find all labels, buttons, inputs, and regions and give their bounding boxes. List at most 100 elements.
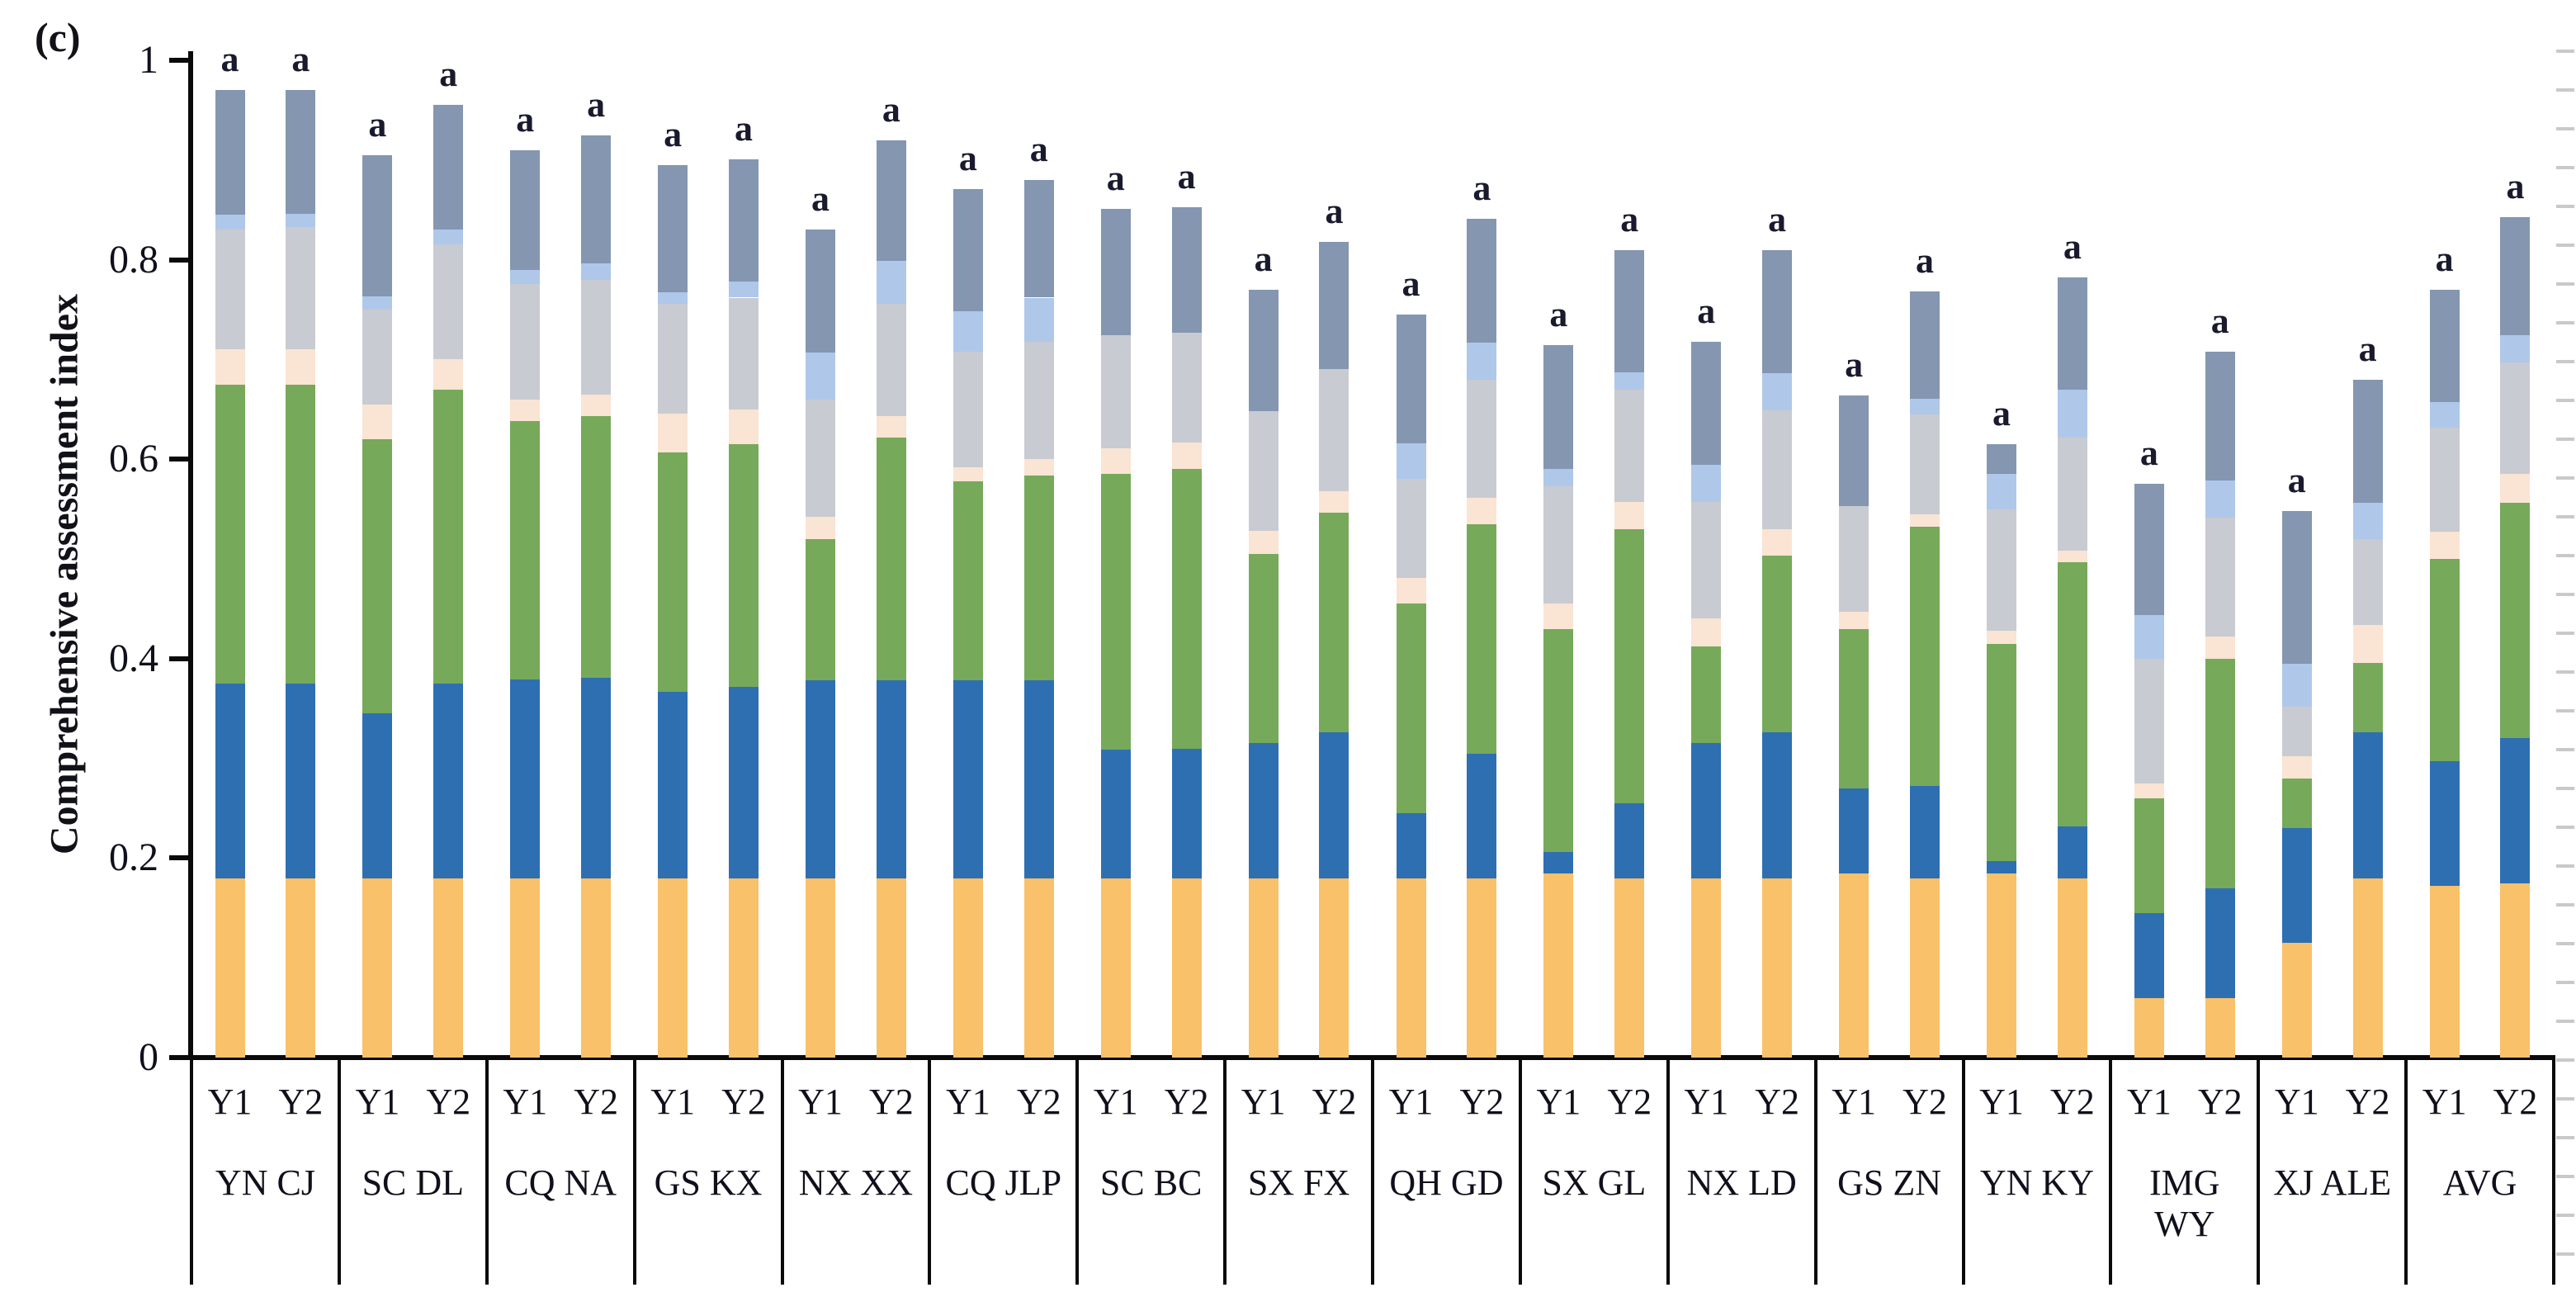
bar-segment-peach	[1691, 618, 1722, 647]
bar-segment-gray	[1100, 335, 1131, 448]
bar-segment-gray	[952, 351, 983, 467]
bar-segment-orange	[1614, 878, 1645, 1058]
bar-segment-peach	[362, 404, 393, 440]
bar-segment-orange	[2500, 883, 2531, 1058]
bar-segment-gray	[2205, 518, 2235, 637]
bar-sublabel: Y2	[574, 1082, 618, 1122]
y-tick-label: 1	[139, 38, 158, 82]
y-tick-label: 0.8	[109, 237, 158, 282]
bar-segment-slate-blue	[1909, 291, 1940, 399]
right-edge-tick	[2556, 476, 2574, 480]
bar-sublabel: Y2	[1607, 1082, 1652, 1122]
bar-annotation: a	[2063, 226, 2082, 267]
bar-segment-slate-blue	[215, 90, 245, 215]
group-label: GS ZN	[1837, 1162, 1942, 1203]
group-label: CQ JLP	[945, 1162, 1062, 1203]
bar-sublabel: Y2	[1755, 1082, 1799, 1122]
bar-segment-gray	[1909, 414, 1940, 514]
bar-segment-orange	[1248, 878, 1279, 1058]
bar-segment-light-blue	[286, 214, 316, 227]
group-divider	[1371, 1055, 1374, 1285]
bar-segment-orange	[2134, 997, 2164, 1058]
bar-sublabel: Y1	[207, 1082, 253, 1122]
bar-sublabel: Y1	[1093, 1082, 1138, 1122]
bar-segment-light-blue	[1614, 372, 1645, 390]
y-axis-line	[188, 51, 193, 1058]
bar-annotation: a	[587, 83, 606, 125]
bar-segment-green	[2500, 503, 2531, 739]
bar-segment-light-blue	[1023, 297, 1054, 342]
bar-segment-peach	[1987, 630, 2016, 644]
right-edge-tick	[2556, 399, 2574, 402]
bar-segment-light-blue	[1762, 373, 1793, 410]
bar-segment-orange	[215, 878, 245, 1058]
bar-segment-light-blue	[952, 311, 983, 352]
y-tick	[169, 855, 191, 861]
right-edge-tick	[2556, 709, 2574, 712]
right-edge-tick	[2556, 205, 2574, 208]
right-edge-tick	[2556, 787, 2574, 790]
bar-segment-slate-blue	[876, 140, 906, 261]
bar-segment-orange	[1396, 878, 1426, 1058]
bar-segment-peach	[2134, 783, 2164, 798]
y-tick-label: 0.2	[109, 835, 158, 880]
bar-segment-gray	[658, 303, 688, 414]
bar-segment-light-blue	[2205, 480, 2235, 518]
bar-segment-peach	[433, 359, 464, 390]
bar-segment-orange	[1467, 878, 1497, 1058]
bar-segment-gray	[1839, 505, 1869, 613]
bar-sublabel: Y1	[650, 1082, 696, 1122]
bar-annotation: a	[2287, 460, 2306, 501]
right-edge-tick	[2556, 88, 2574, 92]
bar-annotation: a	[291, 39, 310, 80]
bar-segment-orange	[1543, 873, 1574, 1058]
bar-annotation: a	[1915, 240, 1934, 282]
bar-segment-slate-blue	[658, 164, 688, 293]
bar-segment-slate-blue	[2057, 277, 2087, 390]
group-label: SX GL	[1542, 1162, 1647, 1203]
bar-sublabel: Y2	[721, 1082, 766, 1122]
bar-segment-green	[433, 389, 464, 684]
bar-sublabel: Y2	[1164, 1082, 1209, 1122]
bar-segment-gray	[2281, 706, 2312, 757]
bar-segment-green	[215, 384, 245, 684]
bar-segment-peach	[2057, 551, 2087, 562]
bar-segment-blue	[1100, 749, 1131, 878]
bar-sublabel: Y1	[1388, 1082, 1434, 1122]
bar-sublabel: Y2	[2493, 1082, 2538, 1122]
bar-segment-peach	[1467, 498, 1497, 524]
bar-segment-gray	[433, 244, 464, 360]
bar-segment-blue	[1839, 788, 1869, 873]
bar-segment-gray	[215, 230, 245, 350]
bar-sublabel: Y2	[2197, 1082, 2243, 1122]
bar-segment-green	[1319, 513, 1349, 733]
right-edge-tick	[2556, 1020, 2574, 1023]
panel-label: (c)	[35, 14, 81, 60]
bar-segment-blue	[1909, 786, 1940, 878]
bar-segment-gray	[286, 226, 316, 350]
bar-segment-orange	[1100, 878, 1131, 1058]
right-edge-tick	[2556, 593, 2574, 596]
y-tick	[169, 58, 191, 63]
bar-segment-slate-blue	[2352, 379, 2383, 504]
right-edge-tick	[2556, 244, 2574, 247]
bar-annotation: a	[2435, 238, 2454, 279]
bar-segment-green	[658, 452, 688, 692]
bar-segment-orange	[2205, 997, 2235, 1058]
bar-sublabel: Y2	[868, 1082, 914, 1122]
bar-segment-peach	[1248, 531, 1279, 554]
bar-segment-light-blue	[876, 260, 906, 304]
bar-sublabel: Y2	[1902, 1082, 1947, 1122]
bar-segment-peach	[1171, 442, 1202, 470]
bar-segment-green	[1543, 628, 1574, 853]
bar-segment-blue	[1987, 861, 2016, 873]
bar-annotation: a	[1106, 157, 1125, 198]
bar-segment-blue	[362, 713, 393, 878]
bar-segment-gray	[1543, 485, 1574, 604]
bar-segment-blue	[806, 680, 835, 878]
bar-segment-light-blue	[362, 296, 393, 310]
group-divider	[484, 1055, 489, 1285]
bar-sublabel: Y1	[945, 1082, 990, 1122]
bar-segment-orange	[510, 878, 541, 1058]
bar-segment-peach	[2429, 532, 2460, 559]
